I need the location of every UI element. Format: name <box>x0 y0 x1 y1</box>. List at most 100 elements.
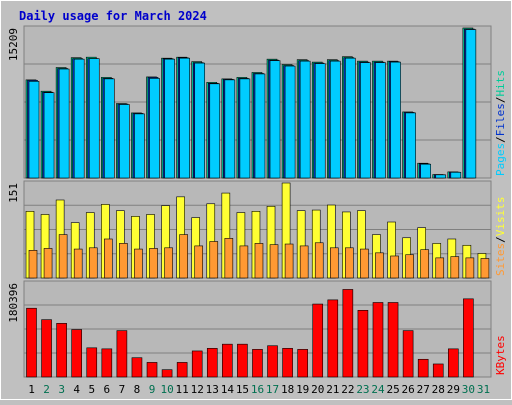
panel-kbytes: 180396 KBytes <box>7 280 507 378</box>
legend-separator: / <box>494 236 507 243</box>
bar-kbytes-day-14 <box>222 343 233 378</box>
bar-kbytes-day-28 <box>432 363 444 378</box>
bar-pages-day-3 <box>58 68 70 179</box>
bar-pages-day-6 <box>104 78 115 179</box>
bar-pages-day-14 <box>224 79 236 179</box>
panel-visits-sites: 151 Sites/Visits <box>7 180 507 279</box>
bar-kbytes-day-24 <box>372 302 384 378</box>
bar-sites-day-10 <box>164 247 173 279</box>
bar-sites-day-6 <box>104 238 113 279</box>
bar-sites-day-11 <box>179 234 188 279</box>
legend-separator: / <box>494 97 507 104</box>
bar-pages-day-13 <box>209 83 221 179</box>
bar-pages-day-11 <box>179 57 190 179</box>
bar-kbytes-day-6 <box>101 348 113 378</box>
x-tick-label-26: 26 <box>402 383 415 396</box>
bar-pages-day-10 <box>164 58 175 179</box>
bar-kbytes-day-19 <box>297 349 308 378</box>
bar-sites-day-2 <box>43 248 53 279</box>
bar-kbytes-day-11 <box>176 362 188 378</box>
x-tick-label-22: 22 <box>341 383 354 396</box>
bar-sites-day-3 <box>58 234 68 279</box>
bar-pages-day-23 <box>360 62 371 179</box>
bar-pages-day-17 <box>269 60 281 179</box>
bar-kbytes-day-26 <box>402 330 414 378</box>
bar-sites-day-8 <box>134 248 143 279</box>
bar-pages-day-16 <box>254 73 266 179</box>
legend: Sites/Visits <box>494 197 507 277</box>
bar-kbytes-day-9 <box>146 362 158 378</box>
x-tick-label-23: 23 <box>356 383 369 396</box>
y-max-label: 15209 <box>7 28 20 61</box>
bar-sites-day-21 <box>329 247 339 279</box>
bar-kbytes-day-17 <box>267 345 278 378</box>
bar-pages-day-28 <box>435 174 447 179</box>
bar-kbytes-day-12 <box>191 350 203 378</box>
legend-item: Hits <box>494 70 507 97</box>
bar-kbytes-day-13 <box>206 348 218 378</box>
x-tick-label-3: 3 <box>58 383 65 396</box>
bar-sites-day-17 <box>269 244 279 279</box>
bar-sites-day-9 <box>149 248 158 279</box>
bar-pages-day-12 <box>194 62 206 179</box>
bar-sites-day-26 <box>405 254 414 279</box>
legend-item: Visits <box>494 197 507 237</box>
bar-pages-day-22 <box>345 57 356 179</box>
bar-pages-day-21 <box>329 60 341 179</box>
bar-kbytes-day-20 <box>312 303 324 378</box>
bar-pages-day-7 <box>119 104 130 179</box>
x-tick-label-16: 16 <box>251 383 264 396</box>
bar-kbytes-day-5 <box>86 347 98 378</box>
x-tick-label-29: 29 <box>447 383 460 396</box>
bar-kbytes-day-4 <box>71 329 82 378</box>
legend: KBytes <box>494 335 507 375</box>
bar-kbytes-day-27 <box>417 358 429 378</box>
x-tick-label-13: 13 <box>206 383 219 396</box>
bar-pages-day-25 <box>390 61 401 179</box>
y-max-label: 180396 <box>7 283 20 323</box>
legend-item: Sites <box>494 243 507 276</box>
bar-pages-day-19 <box>299 60 311 179</box>
bar-sites-day-13 <box>209 241 219 279</box>
legend: Pages/Files/Hits <box>494 70 507 176</box>
x-tick-label-19: 19 <box>296 383 309 396</box>
bar-sites-day-22 <box>345 247 354 279</box>
bar-kbytes-day-16 <box>252 349 263 378</box>
bar-sites-day-23 <box>360 248 369 279</box>
chart-title: Daily usage for March 2024 <box>19 9 207 23</box>
x-tick-label-4: 4 <box>73 383 80 396</box>
bar-pages-day-27 <box>420 163 431 179</box>
x-tick-label-20: 20 <box>311 383 324 396</box>
x-tick-label-2: 2 <box>43 383 50 396</box>
bar-pages-day-24 <box>375 62 386 179</box>
bar-pages-day-8 <box>134 113 145 179</box>
bar-kbytes-day-22 <box>342 289 354 378</box>
bar-sites-day-18 <box>284 243 294 279</box>
bar-kbytes-day-2 <box>41 319 52 378</box>
bar-sites-day-16 <box>254 243 264 279</box>
x-tick-label-18: 18 <box>281 383 294 396</box>
x-tick-label-17: 17 <box>266 383 279 396</box>
bar-pages-day-2 <box>43 92 55 179</box>
bar-kbytes-day-21 <box>327 299 339 378</box>
bar-kbytes-day-29 <box>448 348 459 378</box>
legend-item: Files <box>494 103 507 136</box>
legend-separator: / <box>494 136 507 143</box>
x-tick-label-1: 1 <box>28 383 35 396</box>
x-tick-label-12: 12 <box>191 383 204 396</box>
bar-sites-day-29 <box>450 256 460 279</box>
bar-sites-day-25 <box>390 255 399 279</box>
bar-pages-day-29 <box>450 171 462 179</box>
bar-pages-day-20 <box>314 63 326 179</box>
x-tick-label-24: 24 <box>371 383 385 396</box>
x-tick-label-7: 7 <box>119 383 126 396</box>
bar-sites-day-14 <box>224 238 234 279</box>
bar-kbytes-day-3 <box>56 323 67 378</box>
bar-pages-day-1 <box>28 81 40 179</box>
bar-sites-day-31 <box>480 258 490 279</box>
bar-sites-day-28 <box>435 257 445 279</box>
x-tick-label-14: 14 <box>221 383 235 396</box>
y-max-label: 151 <box>7 183 20 203</box>
